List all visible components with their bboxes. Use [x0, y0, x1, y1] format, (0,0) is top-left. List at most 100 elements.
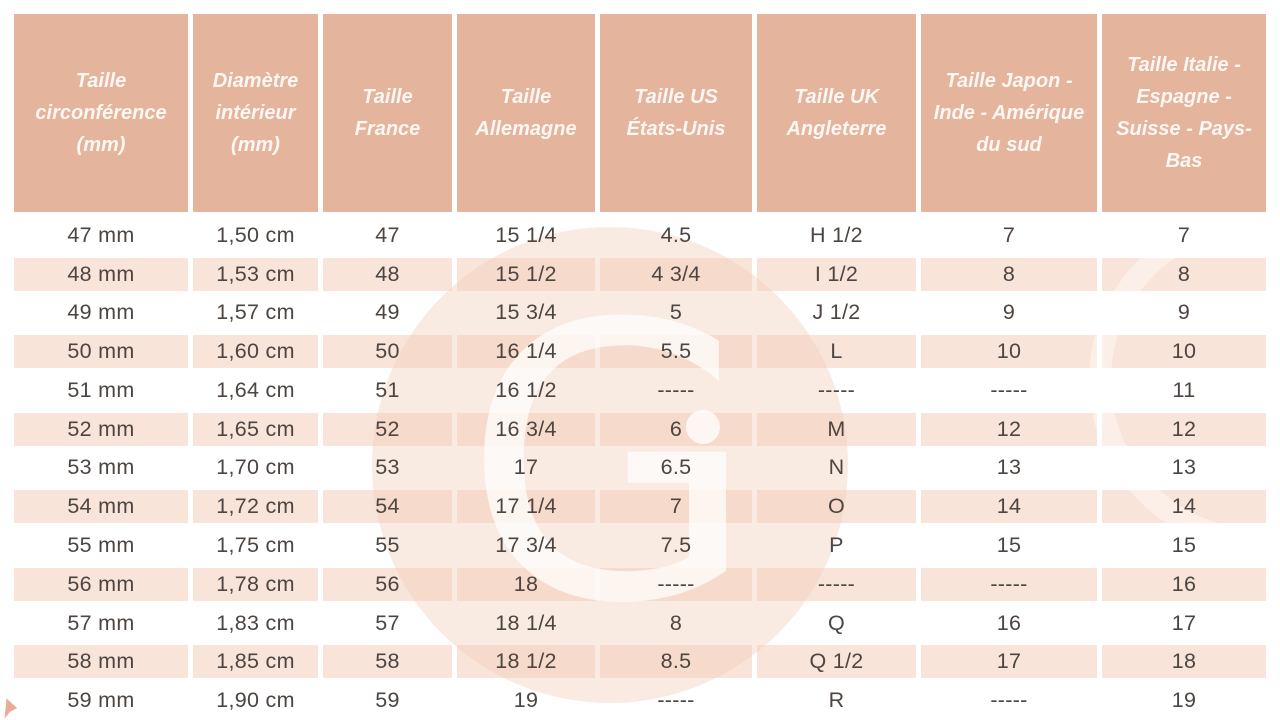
- column-header-label: Taille circonférence (mm): [35, 70, 167, 156]
- table-cell: 5.5: [600, 335, 752, 369]
- cell-value: 51 mm: [67, 377, 135, 402]
- table-cell: -----: [600, 684, 752, 717]
- table-cell: 1,65 cm: [193, 412, 318, 446]
- table-row: 49 mm 1,57 cm 49 15 3/4 5 J 1/2 9 9: [14, 294, 1266, 333]
- cell-value: 59 mm: [67, 688, 135, 713]
- table-cell: 1,70 cm: [193, 452, 318, 485]
- table-cell: 1,50 cm: [193, 219, 318, 252]
- table-cell: 47 mm: [14, 219, 188, 252]
- table-cell: 47: [323, 219, 452, 252]
- table-cell: Q 1/2: [757, 645, 916, 679]
- cell-value: 16: [1171, 571, 1197, 596]
- table-cell: J 1/2: [757, 297, 916, 330]
- table-cell: 55 mm: [14, 529, 188, 562]
- table-cell: 48 mm: [14, 257, 188, 291]
- table-row: 53 mm 1,70 cm 53 17 6.5 N 13 13: [14, 449, 1266, 488]
- cell-value: 5.5: [660, 339, 692, 364]
- table-cell: 58 mm: [14, 645, 188, 679]
- cell-value: 58 mm: [67, 649, 135, 674]
- table-cell: 18 1/4: [457, 607, 595, 640]
- table-cell: 15: [1102, 529, 1266, 562]
- table-cell: 57 mm: [14, 607, 188, 640]
- table-cell: 4.5: [600, 219, 752, 252]
- table-cell: 51 mm: [14, 374, 188, 407]
- cell-value: 52 mm: [67, 416, 135, 441]
- table-cell: 15: [921, 529, 1097, 562]
- table-cell: 13: [921, 452, 1097, 485]
- table-cell: 52: [323, 412, 452, 446]
- table-row: 55 mm 1,75 cm 55 17 3/4 7.5 P 15 15: [14, 526, 1266, 565]
- cell-value: 14: [1171, 494, 1197, 519]
- cell-value: 7: [669, 494, 683, 519]
- table-cell: 16 1/2: [457, 374, 595, 407]
- ring-size-table: Taille circonférence (mm) Diamètre intéri…: [14, 14, 1266, 720]
- table-cell: 19: [1102, 684, 1266, 717]
- cell-value: -----: [657, 688, 695, 713]
- column-header-label: Diamètre intérieur (mm): [212, 70, 299, 156]
- table-cell: 49 mm: [14, 297, 188, 330]
- cell-value: M: [827, 416, 846, 441]
- cell-value: Q: [827, 610, 846, 635]
- table-cell: 12: [921, 412, 1097, 446]
- table-cell: 9: [1102, 297, 1266, 330]
- table-cell: 14: [1102, 490, 1266, 524]
- table-cell: -----: [921, 567, 1097, 601]
- cell-value: 7: [1002, 222, 1016, 247]
- column-header-8: Taille Italie - Espagne - Suisse - Pays-…: [1102, 14, 1266, 212]
- table-cell: 1,90 cm: [193, 684, 318, 717]
- table-cell: 17 3/4: [457, 529, 595, 562]
- table-cell: L: [757, 335, 916, 369]
- table-cell: 7: [921, 219, 1097, 252]
- table-cell: 17: [457, 452, 595, 485]
- cell-value: 17: [1171, 610, 1197, 635]
- cell-value: R: [828, 688, 845, 713]
- table-cell: 1,75 cm: [193, 529, 318, 562]
- cell-value: 6.5: [660, 455, 692, 480]
- table-cell: -----: [921, 374, 1097, 407]
- cell-value: 14: [996, 494, 1022, 519]
- cell-value: 53 mm: [67, 455, 135, 480]
- cell-value: H 1/2: [810, 222, 863, 247]
- table-cell: 11: [1102, 374, 1266, 407]
- table-cell: 4 3/4: [600, 257, 752, 291]
- cell-value: 5: [669, 300, 683, 325]
- cell-value: 9: [1002, 300, 1016, 325]
- table-row: 56 mm 1,78 cm 56 18 ----- ----- ----- 16: [14, 565, 1266, 604]
- cell-value: 49 mm: [67, 300, 135, 325]
- table-cell: 17 1/4: [457, 490, 595, 524]
- cell-value: 9: [1177, 300, 1191, 325]
- table-cell: 50 mm: [14, 335, 188, 369]
- table-cell: -----: [757, 567, 916, 601]
- cell-value: 19: [1171, 688, 1197, 713]
- table-cell: 52 mm: [14, 412, 188, 446]
- cell-value: 1,65 cm: [216, 416, 295, 441]
- cell-value: 1,50 cm: [216, 222, 295, 247]
- table-cell: 15 3/4: [457, 297, 595, 330]
- column-header-7: Taille Japon - Inde - Amérique du sud: [921, 14, 1097, 212]
- table-cell: -----: [921, 684, 1097, 717]
- cell-value: 16 1/2: [495, 377, 557, 402]
- column-header-label: Taille UK Angleterre: [786, 86, 887, 140]
- cell-value: 1,57 cm: [216, 300, 295, 325]
- column-header-label: Taille Japon - Inde - Amérique du sud: [933, 70, 1085, 156]
- table-cell: 55: [323, 529, 452, 562]
- cell-value: 7: [1177, 222, 1191, 247]
- cell-value: P: [829, 533, 844, 557]
- table-cell: 16: [1102, 567, 1266, 601]
- cell-value: 47: [375, 222, 400, 247]
- cell-value: 1,90 cm: [216, 688, 295, 713]
- cell-value: 10: [1171, 339, 1197, 364]
- table-row: 48 mm 1,53 cm 48 15 1/2 4 3/4 I 1/2 8 8: [14, 255, 1266, 294]
- table-cell: 1,78 cm: [193, 567, 318, 601]
- cell-value: 18: [1171, 649, 1197, 674]
- table-cell: 56 mm: [14, 567, 188, 601]
- table-row: 54 mm 1,72 cm 54 17 1/4 7 O 14 14: [14, 487, 1266, 526]
- cell-value: 15 3/4: [495, 300, 557, 325]
- table-cell: O: [757, 490, 916, 524]
- cell-value: 19: [513, 688, 539, 713]
- cell-value: 53: [375, 455, 400, 480]
- table-cell: 8: [1102, 257, 1266, 291]
- cell-value: 1,83 cm: [216, 610, 295, 635]
- table-cell: 10: [921, 335, 1097, 369]
- cell-value: 17 3/4: [495, 533, 557, 557]
